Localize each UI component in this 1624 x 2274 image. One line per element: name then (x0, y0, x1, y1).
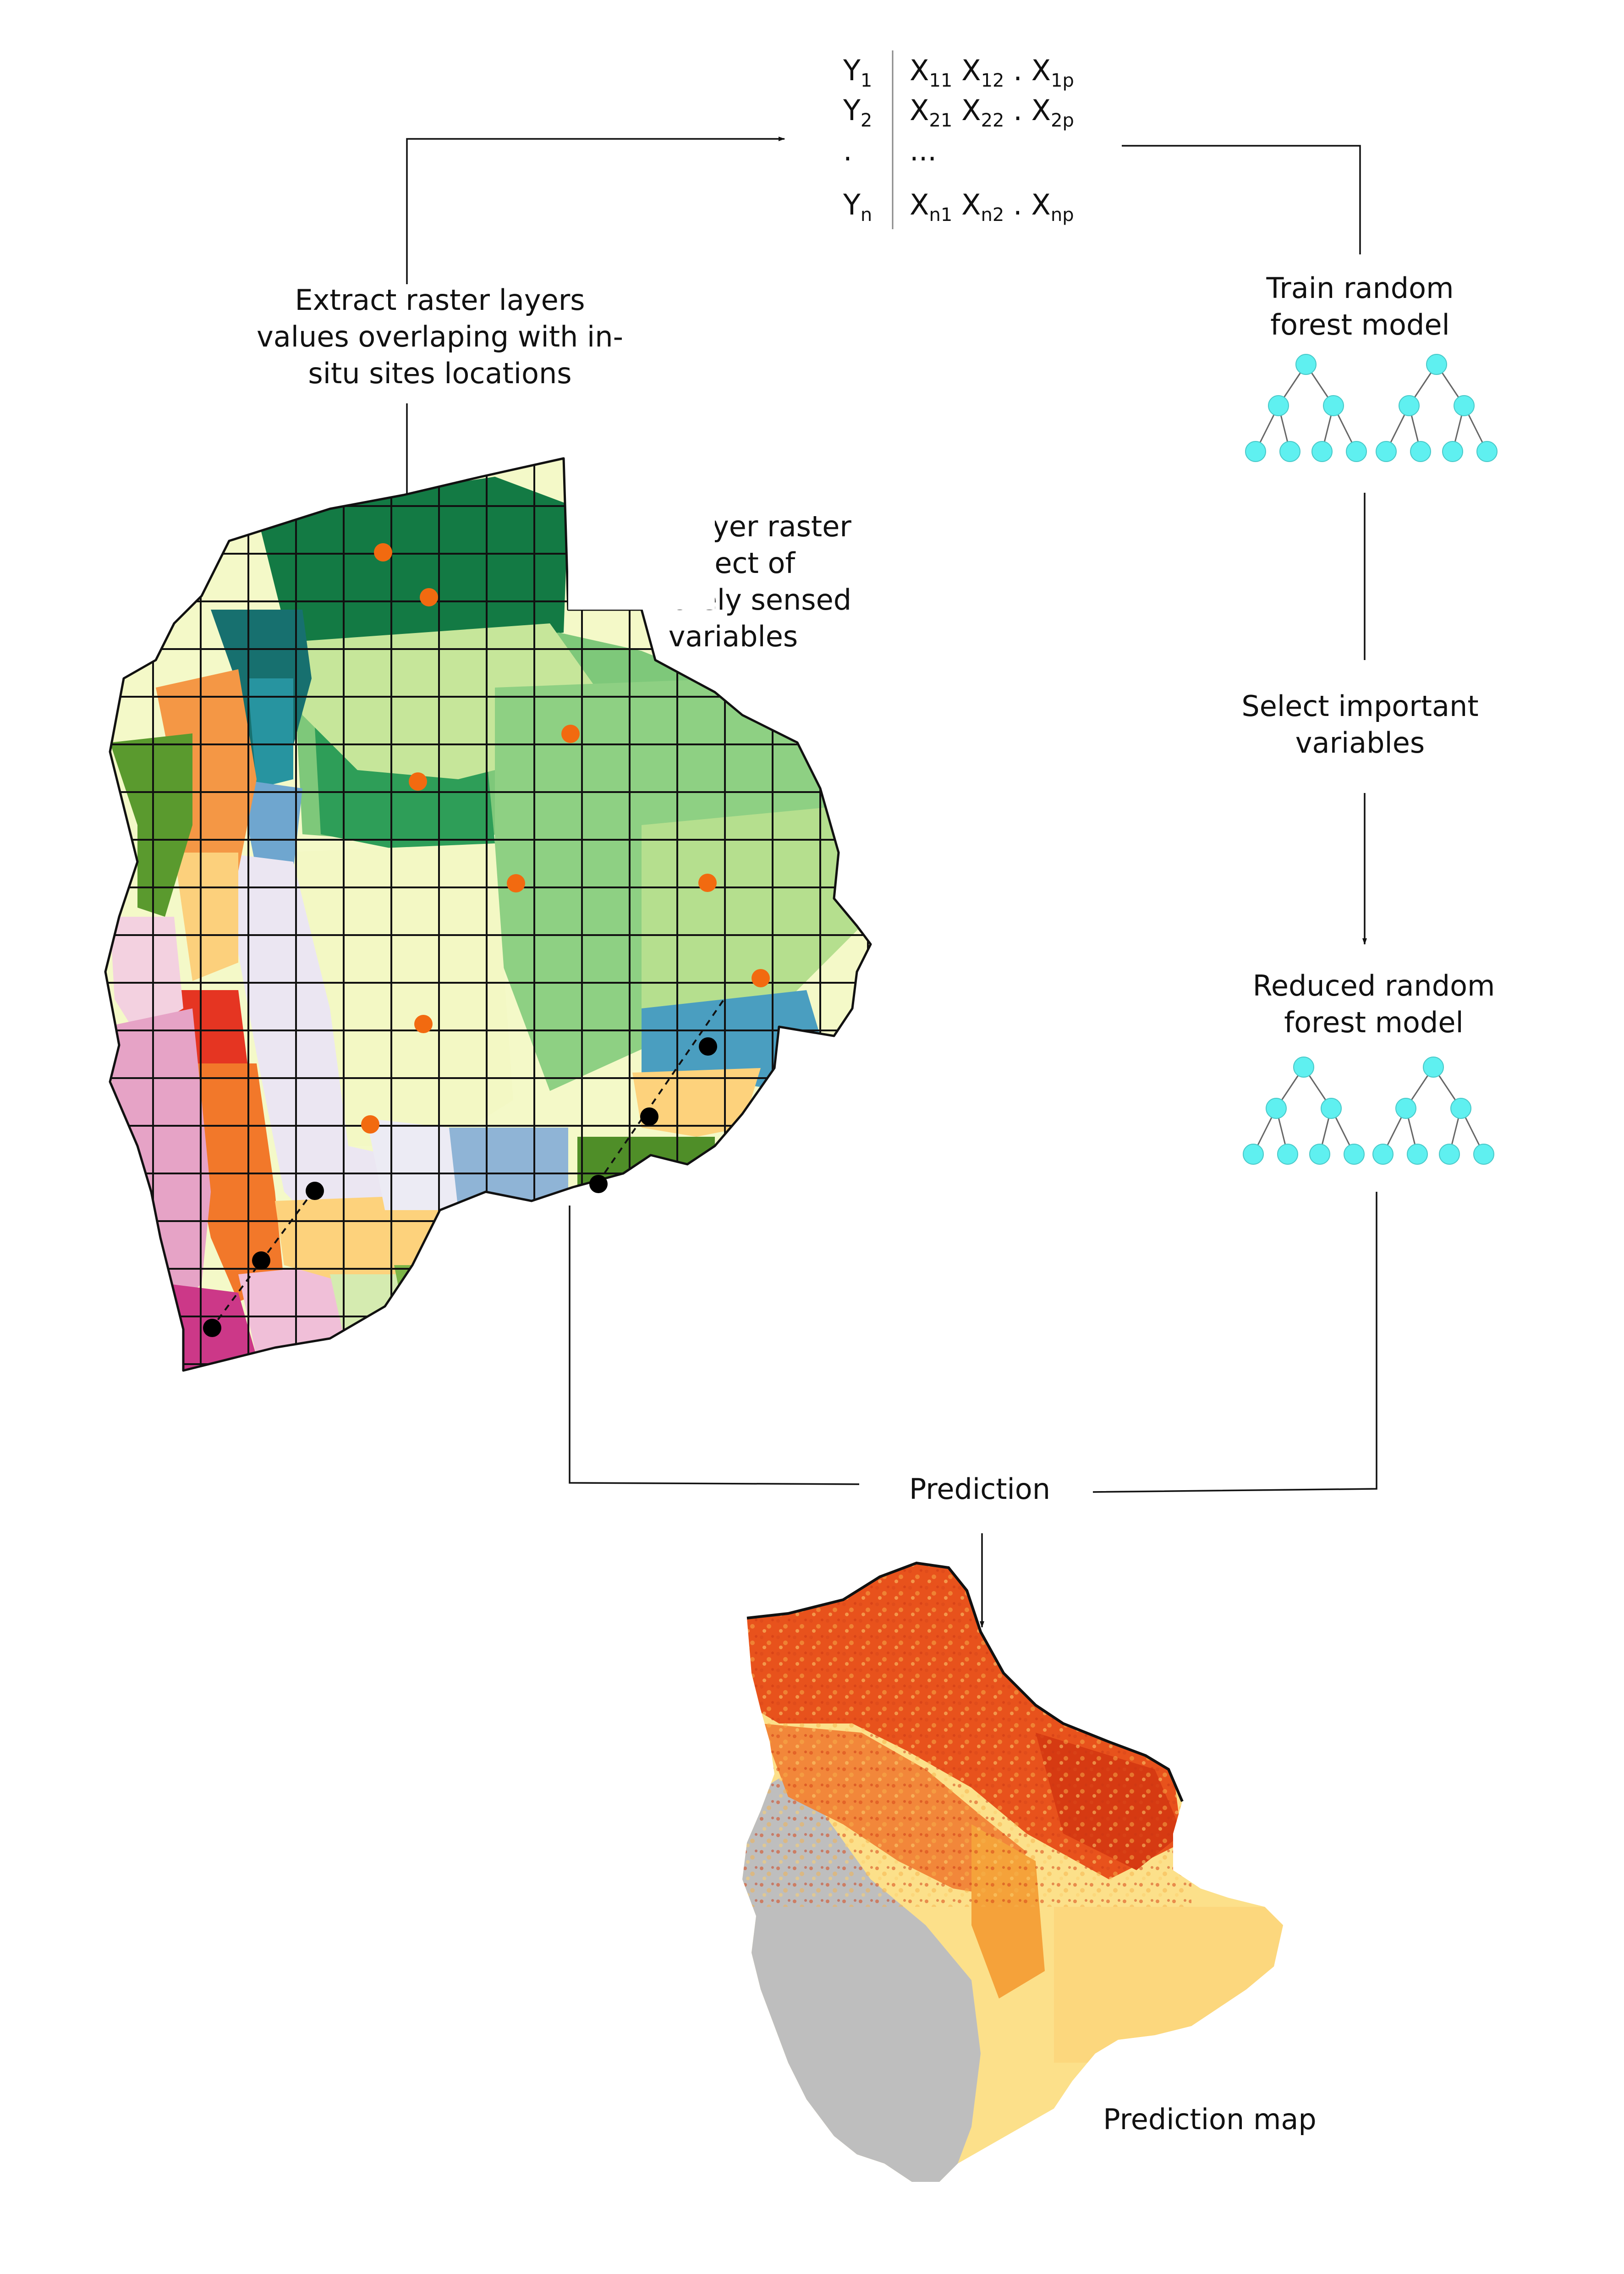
label-prediction-map: Prediction map (1103, 2103, 1316, 2136)
tree-node (1442, 441, 1463, 462)
label-train-line2: forest model (1270, 308, 1449, 341)
site-point-black (699, 1037, 717, 1056)
tree-node (1295, 354, 1317, 375)
matrix-row-values: ... (910, 134, 937, 167)
site-point (698, 874, 717, 892)
transect-east (597, 998, 725, 1184)
site-point (414, 1015, 433, 1033)
tree-node (1243, 1144, 1264, 1165)
zone-steel-blue (440, 1128, 568, 1210)
site-point (752, 969, 770, 987)
zone-lilac (220, 853, 431, 1238)
data-matrix: Y1 X11 X12 . X1p Y2 X21 X22 . X2p. ... Yn Xn1 … (843, 50, 1074, 229)
tree-node (1395, 1098, 1416, 1119)
label-reduced-line1: Reduced random (1253, 969, 1495, 1002)
tree-node (1376, 441, 1397, 462)
site-point (409, 772, 427, 791)
prediction-map-outline (746, 1561, 1184, 1802)
site-point (561, 725, 580, 743)
label-multilayer-line4: variables (669, 620, 798, 653)
matrix-row: Yn (843, 188, 872, 226)
site-point-black (252, 1251, 270, 1270)
zone-light-blue (238, 779, 302, 871)
label-select: Select important variables (1241, 689, 1478, 760)
label-prediction: Prediction (909, 1472, 1050, 1506)
site-point-black (306, 1182, 324, 1200)
tree-node (1450, 1098, 1471, 1119)
tree-node (1423, 1057, 1444, 1078)
label-extract: Extract raster layers values overlaping … (257, 283, 623, 390)
tree-node (1346, 441, 1367, 462)
matrix-row-values: Xn1 Xn2 . Xnp (910, 188, 1074, 226)
tree-node (1399, 395, 1420, 416)
connector-map-to-prediction (569, 1206, 860, 1485)
zone-dark-green (257, 477, 568, 660)
tree-node (1277, 1144, 1298, 1165)
connector-reduced-to-prediction (1092, 1192, 1377, 1493)
arrow-to-matrix (406, 137, 785, 284)
site-point (361, 1115, 379, 1134)
site-point-black (589, 1175, 608, 1193)
label-reduced-line2: forest model (1284, 1006, 1463, 1039)
zone-light-pink (110, 917, 183, 1036)
site-point (374, 543, 392, 562)
matrix-row: . (843, 134, 852, 167)
tree-node (1311, 441, 1333, 462)
zone-pink (105, 1008, 211, 1311)
black-site-transects (203, 998, 725, 1337)
matrix-row: Y1 (843, 54, 872, 91)
zone-teal-light (247, 678, 293, 788)
site-point-black (640, 1107, 658, 1126)
label-train: Train random forest model (1266, 271, 1454, 341)
zone-yellow-east (632, 1068, 761, 1137)
tree-node (1268, 395, 1289, 416)
label-select-line1: Select important (1241, 689, 1478, 723)
matrix-row-values: X21 X22 . X2p (910, 94, 1074, 131)
site-point-black (203, 1319, 221, 1337)
random-forest-trees-train (1245, 354, 1498, 462)
tree-node (1439, 1144, 1460, 1165)
tree-node (1372, 1144, 1394, 1165)
site-point (420, 588, 438, 606)
label-extract-line2: values overlaping with in- (257, 320, 623, 353)
tree-node (1321, 1098, 1342, 1119)
label-train-line1: Train random (1266, 271, 1454, 305)
tree-node (1476, 441, 1498, 462)
map-outline (104, 457, 872, 1372)
label-reduced: Reduced random forest model (1253, 969, 1495, 1039)
label-select-line2: variables (1295, 726, 1425, 760)
tree-node (1344, 1144, 1365, 1165)
tree-node (1473, 1144, 1494, 1165)
map-notch (568, 458, 715, 610)
site-point (507, 874, 525, 892)
tree-node (1407, 1144, 1428, 1165)
zone-green-south (394, 1265, 477, 1357)
label-extract-line3: situ sites locations (308, 357, 571, 390)
tree-node (1279, 441, 1300, 462)
tree-node (1323, 395, 1344, 416)
tree-node (1266, 1098, 1287, 1119)
label-extract-line1: Extract raster layers (295, 283, 585, 317)
pred-low-east (1054, 1907, 1283, 2063)
tree-node (1293, 1057, 1314, 1078)
random-forest-trees-reduced (1243, 1057, 1494, 1165)
flow-connectors (406, 137, 1377, 1628)
tree-node (1245, 441, 1266, 462)
matrix-row-values: X11 X12 . X1p (910, 54, 1074, 91)
tree-node (1426, 354, 1447, 375)
tree-node (1454, 395, 1475, 416)
matrix-row: Y2 (843, 94, 872, 131)
zone-yellow-green (642, 807, 861, 1008)
orange-site-points (361, 543, 770, 1134)
zone-olive-green (110, 733, 192, 917)
tree-node (1309, 1144, 1330, 1165)
zone-light-lavender (367, 1118, 458, 1210)
tree-node (1410, 441, 1431, 462)
zone-light-orange (174, 853, 238, 981)
connector-matrix-to-train (1122, 145, 1361, 254)
zone-pink-south (238, 1265, 348, 1357)
